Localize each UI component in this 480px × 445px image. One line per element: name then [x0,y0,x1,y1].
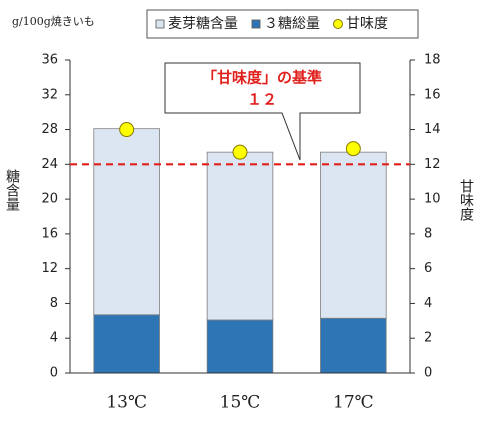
y-tick-label: 12 [41,261,58,276]
bar [206,151,274,321]
legend-marker [333,19,343,29]
bar [93,128,160,316]
y2-tick-label: 4 [424,296,432,311]
y-tick-label: 32 [41,87,58,102]
y-tick-label: 16 [41,226,58,241]
y-tick-label: 0 [50,366,58,381]
y-tick-label: 36 [41,53,58,68]
legend-box [146,9,419,39]
y-tick-label: 24 [41,157,58,172]
y2-tick-label: 14 [424,122,441,137]
x-tick-label: 13℃ [106,393,147,413]
y2-tick-label: 6 [424,261,432,276]
bar [93,314,160,374]
y2-axis-title: 甘味度 [458,179,474,221]
y2-tick-label: 8 [424,226,432,241]
unit-label: g/100g焼きいも [12,15,95,28]
y-axis-title: 糖含量 [4,169,20,211]
point [232,144,248,160]
y2-tick-label: 18 [424,53,441,68]
y-tick-label: 4 [50,331,58,346]
y-tick-label: 8 [50,296,58,311]
point [345,141,361,157]
legend-label: 麦芽糖含量 [168,16,238,32]
x-tick-label: 17℃ [333,393,374,413]
y2-tick-label: 0 [424,366,432,381]
callout-text: 「甘味度」の基準 [202,69,322,87]
y2-tick-label: 16 [424,87,441,102]
legend-label: 甘味度 [346,16,388,32]
bar [320,317,387,374]
legend-label: ３糖総量 [264,16,320,32]
legend-marker [155,19,165,29]
bar [206,319,274,374]
bar [320,151,387,319]
y-tick-label: 28 [41,122,58,137]
y2-tick-label: 12 [424,157,441,172]
x-tick-label: 15℃ [220,393,261,413]
y2-tick-label: 2 [424,331,432,346]
y2-tick-label: 10 [424,192,441,207]
callout-box [164,62,361,161]
callout-value: １２ [247,91,277,109]
y-tick-label: 20 [41,192,58,207]
point [119,122,135,138]
legend-marker [251,19,261,29]
